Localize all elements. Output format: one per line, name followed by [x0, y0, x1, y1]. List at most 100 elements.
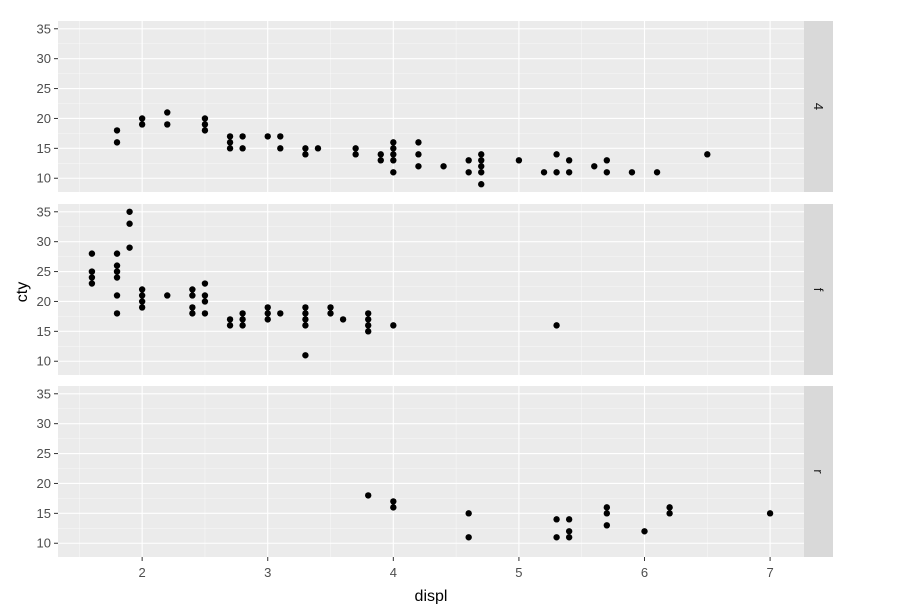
y-tick-label: 25 [37, 264, 51, 279]
data-point [201, 280, 209, 287]
data-point [138, 121, 146, 128]
data-point [88, 280, 96, 287]
data-point [302, 310, 309, 317]
y-tick-label: 20 [37, 294, 51, 309]
data-point [565, 157, 573, 164]
data-point [327, 310, 334, 317]
facet-panels: 10 15 20 25 30 35 4 10 15 20 25 30 35 f 10 15 20 25 30 35 r [37, 21, 833, 557]
panel-background [58, 21, 804, 192]
y-tick-label: 15 [37, 141, 51, 156]
data-point [277, 310, 284, 317]
data-point [201, 127, 209, 134]
data-point [138, 286, 146, 293]
x-tick-label: 6 [641, 565, 648, 580]
data-point [302, 304, 309, 311]
data-point [113, 274, 121, 281]
data-point [113, 262, 121, 269]
data-point [302, 151, 309, 158]
data-point [365, 310, 372, 317]
data-point [264, 316, 271, 323]
data-point [226, 139, 234, 146]
data-point [641, 528, 648, 535]
data-point [440, 163, 447, 170]
data-point [553, 322, 560, 329]
data-point [553, 516, 560, 523]
y-tick-label: 30 [37, 51, 51, 66]
data-point [478, 169, 485, 176]
data-point [603, 169, 611, 176]
data-point [239, 322, 246, 329]
x-tick-label: 4 [390, 565, 397, 580]
data-point [390, 151, 397, 158]
data-point [239, 310, 246, 317]
data-point [88, 268, 96, 275]
y-tick-label: 10 [37, 171, 51, 186]
data-point [653, 169, 661, 176]
data-point [327, 304, 334, 311]
facet-strip [804, 204, 833, 375]
data-point [264, 133, 271, 140]
data-point [603, 157, 611, 164]
y-tick-label: 10 [37, 536, 51, 551]
panel-background [58, 204, 804, 375]
data-point [540, 169, 548, 176]
facet-strip-label: 4 [811, 103, 826, 110]
data-point [277, 133, 284, 140]
data-point [138, 292, 146, 299]
y-tick-label: 35 [37, 21, 51, 36]
data-point [365, 316, 372, 323]
data-point [88, 250, 96, 257]
data-point [390, 504, 397, 511]
data-point [415, 139, 422, 146]
data-point [277, 145, 284, 152]
data-point [226, 316, 234, 323]
data-point [766, 510, 774, 517]
data-point [239, 145, 246, 152]
data-point [465, 510, 472, 517]
y-tick-label: 15 [37, 506, 51, 521]
data-point [226, 133, 234, 140]
y-tick-label: 25 [37, 446, 51, 461]
data-point [553, 534, 560, 541]
data-point [553, 151, 560, 158]
y-tick-label: 20 [37, 476, 51, 491]
data-point [164, 109, 171, 116]
data-point [565, 534, 573, 541]
x-axis: 2 3 4 5 6 7 [139, 557, 774, 580]
data-point [478, 181, 485, 188]
data-point [239, 316, 246, 323]
data-point [603, 522, 611, 529]
x-tick-label: 7 [766, 565, 773, 580]
facet-strip-label: f [811, 288, 826, 292]
data-point [226, 322, 234, 329]
data-point [189, 292, 196, 299]
facet-strip-label: r [811, 469, 826, 474]
data-point [478, 163, 485, 170]
data-point [264, 310, 271, 317]
y-axis-title: cty [14, 282, 31, 302]
y-tick-label: 25 [37, 81, 51, 96]
facet-strip [804, 386, 833, 557]
data-point [201, 121, 209, 128]
data-point [88, 274, 96, 281]
y-tick-label: 30 [37, 234, 51, 249]
data-point [565, 516, 573, 523]
data-point [339, 316, 347, 323]
data-point [666, 510, 673, 517]
data-point [465, 157, 472, 164]
data-point [126, 208, 133, 215]
data-point [239, 133, 246, 140]
data-point [390, 139, 397, 146]
data-point [302, 316, 309, 323]
data-point [113, 268, 121, 275]
data-point [415, 151, 422, 158]
data-point [113, 139, 121, 146]
x-tick-label: 5 [515, 565, 522, 580]
data-point [365, 328, 372, 335]
data-point [377, 151, 384, 158]
data-point [553, 169, 560, 176]
data-point [264, 304, 271, 311]
data-point [302, 322, 309, 329]
data-point [415, 163, 422, 170]
x-axis-title: displ [415, 588, 448, 604]
